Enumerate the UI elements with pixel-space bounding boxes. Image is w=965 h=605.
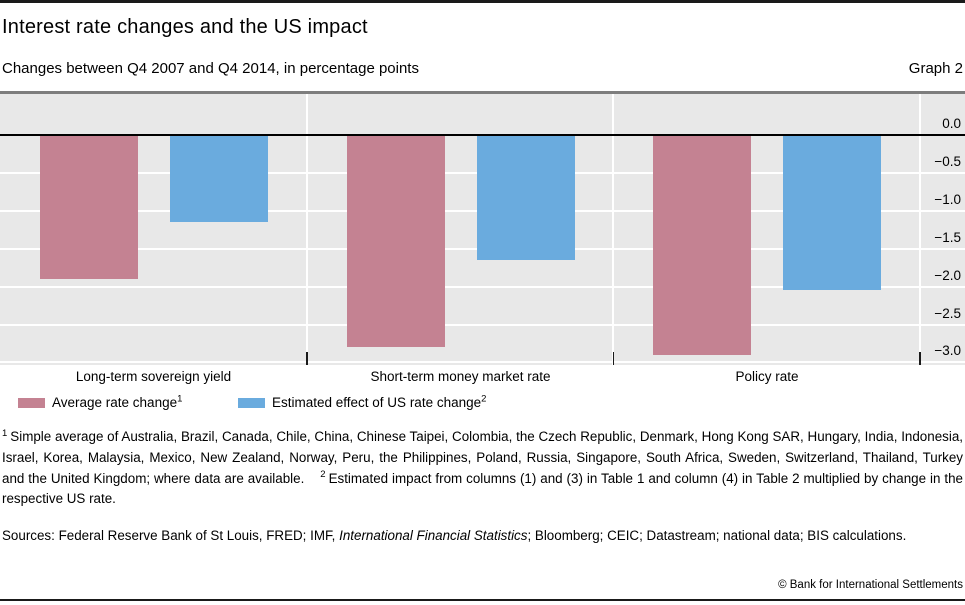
legend-item-average-rate-change: Average rate change1: [18, 393, 183, 410]
footnote-2-marker: 2: [320, 469, 326, 481]
y-tick-label: −1.5: [934, 229, 961, 245]
chart-legend: Average rate change1 Estimated effect of…: [0, 393, 965, 413]
page-title: Interest rate changes and the US impact: [2, 16, 368, 38]
plot-area: 0.0 −0.5 −1.0 −1.5 −2.0 −2.5 −3.0: [0, 94, 965, 365]
bar-estimated-effect-of-us-rate-change-2: [783, 135, 882, 291]
category-label-short-term-money-market-rate: Short-term money market rate: [370, 369, 551, 384]
bottom-axis-tick: [305, 352, 308, 365]
legend-footnote-marker-2: 2: [481, 393, 487, 405]
sources-publication-italic: International Financial Statistics: [339, 528, 528, 543]
bar-average-rate-change-0: [40, 135, 138, 280]
section-separator-line: [612, 94, 615, 365]
y-tick-label: −1.0: [934, 191, 961, 207]
legend-text-2: Estimated effect of US rate change: [272, 395, 482, 410]
gridline: [0, 323, 965, 326]
section-separator-line: [919, 94, 921, 365]
section-separator-line: [305, 94, 308, 365]
zero-axis-line: [0, 134, 965, 136]
bar-average-rate-change-1: [346, 135, 445, 348]
category-label-long-term-sovereign-yield: Long-term sovereign yield: [75, 369, 232, 384]
legend-item-estimated-effect: Estimated effect of US rate change2: [238, 393, 487, 410]
legend-footnote-marker-1: 1: [177, 393, 183, 405]
sources-suffix: ; Bloomberg; CEIC; Datastream; national …: [527, 528, 907, 543]
top-border-rule: [0, 0, 965, 3]
bar-estimated-effect-of-us-rate-change-1: [476, 135, 575, 261]
footnote-2-text: Estimated impact from columns (1) and (3…: [2, 470, 963, 507]
y-tick-label: 0.0: [942, 116, 961, 131]
bar-estimated-effect-of-us-rate-change-0: [170, 135, 268, 223]
category-label-policy-rate: Policy rate: [735, 369, 799, 384]
bar-average-rate-change-2: [653, 135, 752, 355]
bottom-border-rule: [0, 599, 965, 601]
legend-label-estimated-effect: Estimated effect of US rate change2: [272, 393, 487, 410]
footnote-1-marker: 1: [2, 427, 8, 439]
legend-swatch-blue: [238, 397, 265, 408]
copyright-notice: © Bank for International Settlements: [778, 579, 963, 591]
y-tick-label: −3.0: [934, 343, 961, 359]
subtitle-row: Changes between Q4 2007 and Q4 2014, in …: [2, 60, 963, 77]
bar-chart: 0.0 −0.5 −1.0 −1.5 −2.0 −2.5 −3.0: [0, 91, 965, 365]
gridline: [0, 361, 965, 364]
y-tick-label: −2.5: [934, 305, 961, 321]
bottom-axis-tick: [612, 352, 615, 365]
legend-label-average-rate-change: Average rate change1: [52, 393, 183, 410]
gridline: [0, 285, 965, 288]
y-tick-label: −0.5: [934, 153, 961, 169]
bottom-axis-tick: [919, 352, 921, 365]
legend-swatch-pink: [18, 397, 45, 408]
graph-number-label: Graph 2: [908, 60, 963, 77]
sources-prefix: Sources: Federal Reserve Bank of St Loui…: [2, 528, 340, 543]
y-tick-label: −2.0: [934, 267, 961, 283]
footnotes-paragraph: 1 Simple average of Australia, Brazil, Ca…: [2, 427, 963, 510]
chart-subtitle: Changes between Q4 2007 and Q4 2014, in …: [2, 60, 419, 77]
legend-text-1: Average rate change: [52, 395, 178, 410]
plot-top-border: [0, 91, 965, 94]
footnote-1-text: Simple average of Australia, Brazil, Can…: [2, 429, 963, 486]
sources-paragraph: Sources: Federal Reserve Bank of St Loui…: [2, 526, 963, 547]
